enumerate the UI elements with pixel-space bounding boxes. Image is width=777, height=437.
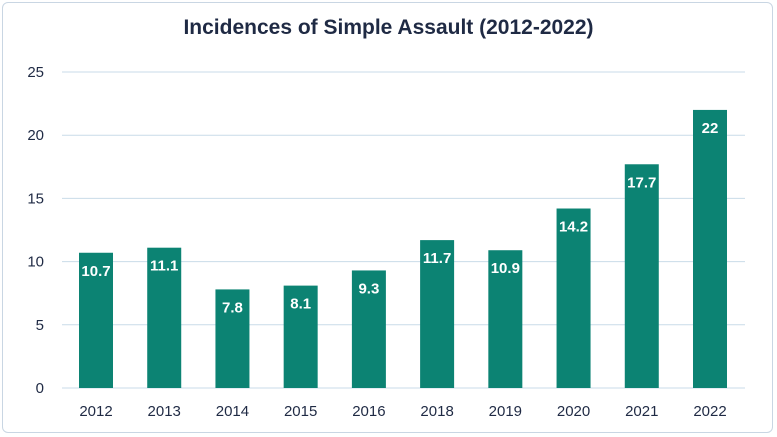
y-tick-label: 5: [36, 317, 44, 334]
y-tick-label: 10: [27, 254, 44, 271]
x-tick-label: 2018: [420, 403, 453, 420]
bar: [283, 285, 318, 388]
x-tick-label: 2022: [693, 403, 726, 420]
x-tick-label: 2021: [625, 403, 658, 420]
bar-data-label: 10.7: [81, 263, 110, 280]
x-tick-label: 2012: [79, 403, 112, 420]
y-tick-label: 20: [27, 127, 44, 144]
chart-title: Incidences of Simple Assault (2012-2022): [183, 16, 594, 39]
bar: [215, 289, 250, 388]
bar-data-label: 10.9: [491, 260, 520, 277]
bars: 10.7 11.1 7.8 8.1 9.3 11.7 10.9 14.2 17.7 22: [79, 109, 727, 389]
bar: [147, 247, 182, 388]
bar-data-label: 7.8: [222, 299, 243, 316]
bar-data-label: 11.1: [150, 258, 178, 275]
y-tick-label: 15: [27, 190, 44, 207]
x-tick-label: 2019: [489, 403, 522, 420]
x-tick-label: 2014: [216, 403, 249, 420]
x-tick-label: 2015: [284, 403, 317, 420]
y-axis-ticks: 0 5 10 15 20 25: [27, 64, 44, 397]
x-tick-label: 2013: [148, 403, 181, 420]
bar: [488, 250, 523, 388]
bar-data-label: 8.1: [290, 296, 311, 313]
x-axis-ticks: 2012 2013 2014 2015 2016 2018 2019 2020 2021 2022: [79, 403, 726, 420]
bar: [624, 164, 659, 388]
bar: [693, 109, 727, 389]
bar-data-label: 9.3: [358, 280, 379, 297]
x-tick-label: 2020: [557, 403, 590, 420]
bar: [351, 270, 386, 388]
bar-data-label: 11.7: [423, 250, 451, 267]
y-tick-label: 0: [36, 380, 44, 397]
bar: [420, 240, 455, 388]
bar-data-label: 14.2: [559, 219, 588, 236]
y-tick-label: 25: [27, 64, 44, 81]
bar-data-label: 17.7: [627, 174, 656, 191]
bar: [556, 208, 591, 388]
x-tick-label: 2016: [352, 403, 385, 420]
bar: [79, 252, 113, 388]
bar-data-label: 22: [702, 120, 719, 137]
